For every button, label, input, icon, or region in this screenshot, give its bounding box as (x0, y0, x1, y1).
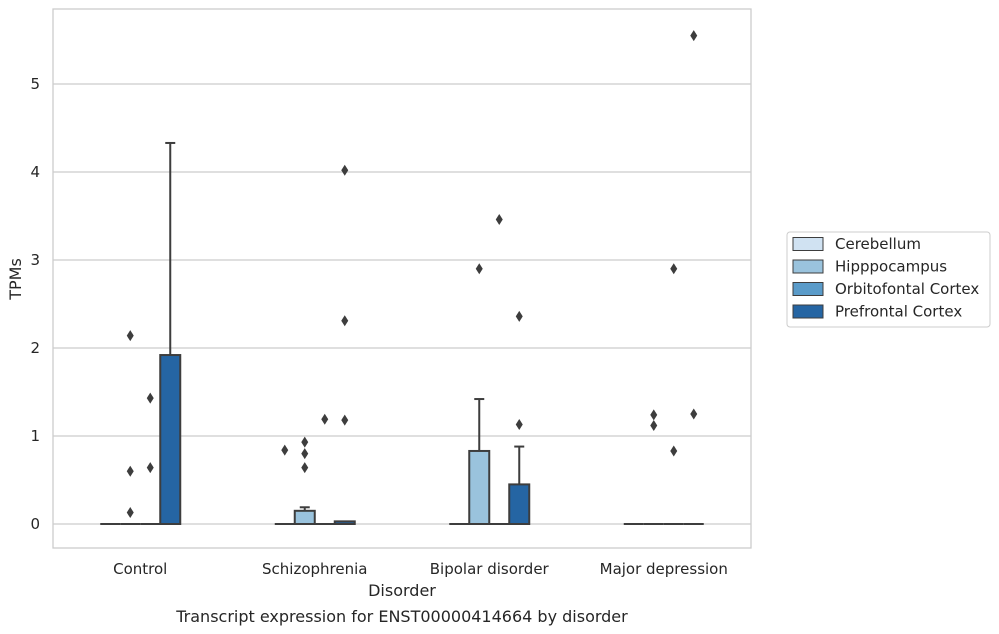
plot-area-frame (52, 8, 752, 549)
box-control-prefrontal-cortex-body (159, 354, 182, 526)
y-tick-label-2: 2 (30, 339, 40, 357)
box-schizophrenia-hipppocampus-outlier-0 (301, 462, 309, 474)
box-control-prefrontal-cortex (159, 141, 182, 526)
legend: Cerebellum Hipppocampus Orbitofontal Corte… (786, 231, 991, 328)
box-bipolar-disorder-prefrontal-cortex (508, 445, 531, 525)
box-schizophrenia-hipppocampus (293, 506, 316, 525)
box-schizophrenia-hipppocampus-outlier-2 (301, 436, 309, 448)
box-bipolar-disorder-prefrontal-cortex-outlier-0 (515, 419, 523, 431)
box-schizophrenia-prefrontal-cortex-outlier-1 (341, 315, 349, 327)
boxes-layer (100, 141, 704, 526)
box-schizophrenia-orbitofontal-cortex-outlier-0 (321, 413, 329, 425)
box-schizophrenia-prefrontal-cortex-outlier-2 (341, 164, 349, 176)
box-control-hipppocampus-outlier-0 (126, 507, 134, 519)
legend-swatch-cerebellum (792, 237, 824, 251)
legend-item-cerebellum: Cerebellum (792, 235, 921, 253)
box-schizophrenia-hipppocampus-outlier-1 (301, 448, 309, 460)
legend-label-prefrontal-cortex: Prefrontal Cortex (835, 303, 962, 321)
y-tick-label-0: 0 (30, 515, 40, 533)
box-bipolar-disorder-prefrontal-cortex-outlier-1 (515, 310, 523, 322)
box-major-depression-hipppocampus-outlier-1 (650, 409, 658, 421)
legend-label-orbitofontal-cortex: Orbitofontal Cortex (835, 280, 979, 298)
box-bipolar-disorder-orbitofontal-cortex-outlier-0 (495, 214, 503, 226)
box-major-depression-prefrontal-cortex-outlier-0 (690, 408, 698, 420)
box-control-orbitofontal-cortex-outlier-1 (146, 392, 154, 404)
box-bipolar-disorder-hipppocampus-body (468, 449, 491, 525)
legend-label-hipppocampus: Hipppocampus (835, 258, 947, 276)
legend-swatch-prefrontal-cortex (792, 304, 824, 319)
box-schizophrenia-prefrontal-cortex-outlier-0 (341, 414, 349, 426)
legend-swatch-orbitofontal-cortex (792, 282, 824, 296)
box-major-depression-hipppocampus-outlier-0 (650, 419, 658, 431)
box-major-depression-prefrontal-cortex-outlier-1 (690, 30, 698, 42)
box-schizophrenia-cerebellum-outlier-0 (281, 444, 289, 456)
box-control-hipppocampus-outlier-1 (126, 465, 134, 477)
box-control-hipppocampus-outlier-2 (126, 330, 134, 342)
x-tick-label-control: Control (113, 560, 167, 578)
box-schizophrenia-hipppocampus-body (293, 509, 316, 525)
box-bipolar-disorder-hipppocampus-outlier-0 (475, 263, 483, 275)
outliers-layer (126, 30, 698, 519)
box-major-depression-orbitofontal-cortex-outlier-0 (670, 445, 678, 457)
legend-item-hipppocampus: Hipppocampus (792, 258, 947, 276)
legend-label-cerebellum: Cerebellum (835, 235, 921, 253)
box-schizophrenia-prefrontal-cortex (333, 520, 356, 525)
legend-swatch-hipppocampus (792, 259, 824, 274)
x-tick-label-major-depression: Major depression (600, 560, 728, 578)
y-tick-label-3: 3 (30, 251, 40, 269)
chart-caption: Transcript expression for ENST0000041466… (175, 607, 628, 626)
legend-item-prefrontal-cortex: Prefrontal Cortex (792, 303, 962, 321)
box-major-depression-orbitofontal-cortex-outlier-1 (670, 263, 678, 275)
y-tick-label-5: 5 (30, 75, 40, 93)
x-tick-label-schizophrenia: Schizophrenia (262, 560, 367, 578)
y-tick-label-4: 4 (30, 163, 40, 181)
box-bipolar-disorder-prefrontal-cortex-body (508, 483, 531, 525)
x-axis-label: Disorder (368, 581, 436, 600)
y-axis-label: TPMs (6, 258, 25, 301)
legend-item-orbitofontal-cortex: Orbitofontal Cortex (792, 280, 979, 298)
y-tick-labels: 0 1 2 3 4 5 (30, 75, 40, 533)
y-tick-label-1: 1 (30, 427, 40, 445)
legend-frame (786, 231, 991, 328)
box-bipolar-disorder-hipppocampus (468, 398, 491, 525)
box-control-orbitofontal-cortex-outlier-0 (146, 462, 154, 474)
x-tick-label-bipolar-disorder: Bipolar disorder (430, 560, 550, 578)
x-tick-labels: Control Schizophrenia Bipolar disorder Majo… (113, 560, 728, 578)
grid-lines (53, 83, 751, 525)
